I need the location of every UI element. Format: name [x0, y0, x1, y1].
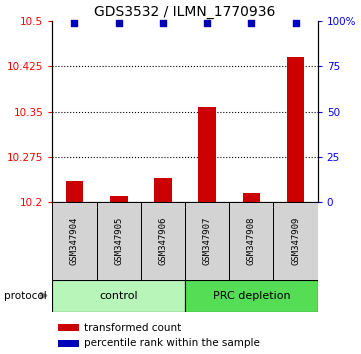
Point [116, 20, 122, 26]
Bar [141, 202, 185, 280]
Text: GSM347904: GSM347904 [70, 217, 79, 265]
Point [71, 20, 77, 26]
Bar [110, 196, 127, 202]
Text: GSM347906: GSM347906 [158, 217, 168, 265]
Text: GSM347907: GSM347907 [203, 217, 212, 265]
Bar [97, 202, 141, 280]
Bar [185, 202, 229, 280]
Bar [243, 193, 260, 202]
Bar [58, 324, 79, 331]
Point [160, 20, 166, 26]
Text: GSM347908: GSM347908 [247, 217, 256, 265]
Bar [185, 280, 318, 312]
Bar [58, 339, 79, 347]
Title: GDS3532 / ILMN_1770936: GDS3532 / ILMN_1770936 [94, 5, 276, 19]
Bar [52, 280, 185, 312]
Text: GSM347905: GSM347905 [114, 217, 123, 265]
Text: control: control [99, 291, 138, 301]
Point [293, 20, 299, 26]
Text: protocol: protocol [4, 291, 46, 301]
Point [248, 20, 254, 26]
Bar [229, 202, 274, 280]
Bar [274, 202, 318, 280]
Text: percentile rank within the sample: percentile rank within the sample [84, 338, 260, 348]
Point [204, 20, 210, 26]
Text: PRC depletion: PRC depletion [213, 291, 290, 301]
Bar [66, 181, 83, 202]
Bar [198, 107, 216, 202]
Bar [52, 202, 97, 280]
Bar [154, 178, 172, 202]
Text: GSM347909: GSM347909 [291, 217, 300, 265]
Text: transformed count: transformed count [84, 322, 181, 333]
Bar [287, 57, 304, 202]
